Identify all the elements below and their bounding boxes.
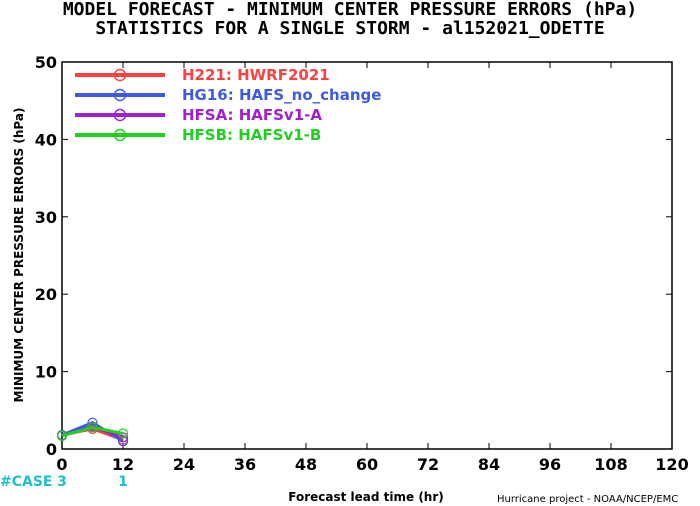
y-tick-label: 10 <box>35 363 57 382</box>
legend-marker <box>113 68 127 82</box>
x-tick-label: 48 <box>295 455 317 474</box>
x-tick-label: 96 <box>539 455 561 474</box>
chart-title-line1: MODEL FORECAST - MINIMUM CENTER PRESSURE… <box>62 0 638 20</box>
y-axis-label: MINIMUM CENTER PRESSURE ERRORS (hPa) <box>12 108 26 403</box>
y-tick-label: 50 <box>35 53 57 72</box>
case-label: #CASE <box>0 474 53 490</box>
y-tick-label: 20 <box>35 285 57 304</box>
x-axis-label: Forecast lead time (hr) <box>288 490 444 504</box>
x-tick-label: 84 <box>478 455 500 474</box>
x-tick-label: 36 <box>234 455 256 474</box>
legend-marker <box>113 88 127 102</box>
legend-label: HG16: HAFS_no_change <box>182 86 381 104</box>
legend-label: HFSA: HAFSv1-A <box>182 106 322 124</box>
x-tick-label: 24 <box>173 455 195 474</box>
series-line <box>61 425 124 438</box>
x-tick-label: 60 <box>356 455 378 474</box>
data-point-marker <box>87 422 98 433</box>
legend-marker <box>113 108 127 122</box>
y-tick-label: 30 <box>35 208 57 227</box>
x-tick-label: 108 <box>594 455 627 474</box>
legend-marker <box>113 128 127 142</box>
x-tick-label: 72 <box>417 455 439 474</box>
legend-label: HFSB: HAFSv1-B <box>182 126 321 144</box>
credit-text: Hurricane project - NOAA/NCEP/EMC <box>497 494 678 505</box>
chart-title-line2: STATISTICS FOR A SINGLE STORM - al152021… <box>95 18 605 39</box>
y-tick-label: 40 <box>35 130 57 149</box>
x-tick-label: 12 <box>112 455 134 474</box>
legend-label: H221: HWRF2021 <box>182 66 330 84</box>
plot-frame <box>61 61 673 450</box>
y-tick-label: 0 <box>46 440 57 459</box>
data-point-marker <box>117 428 129 439</box>
x-tick-label: 120 <box>655 455 688 474</box>
case-count: 1 <box>118 474 128 490</box>
x-tick-label: 0 <box>56 455 67 474</box>
case-count: 3 <box>57 474 67 490</box>
data-point-marker <box>56 430 68 441</box>
